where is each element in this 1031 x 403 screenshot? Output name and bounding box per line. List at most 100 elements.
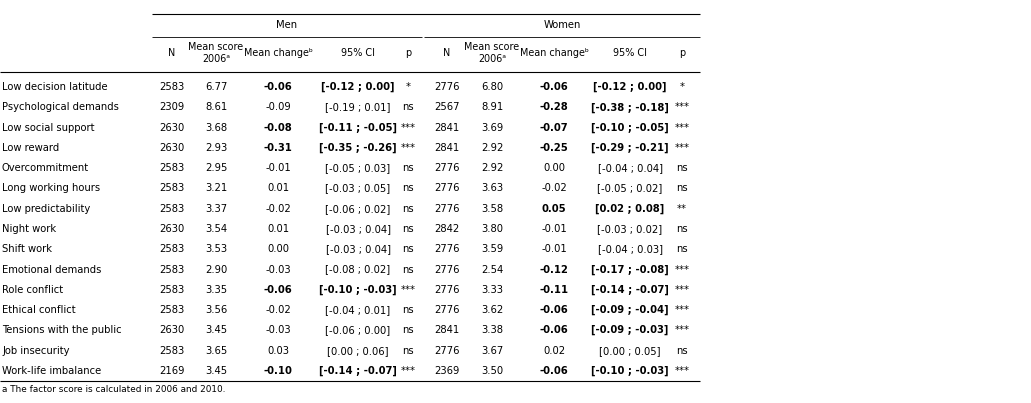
Text: 2.95: 2.95 — [205, 163, 227, 173]
Text: [-0.03 ; 0.04]: [-0.03 ; 0.04] — [326, 224, 391, 234]
Text: ns: ns — [402, 264, 413, 274]
Text: 8.61: 8.61 — [205, 102, 227, 112]
Text: 3.59: 3.59 — [480, 244, 503, 254]
Text: 2.90: 2.90 — [205, 264, 227, 274]
Text: 2583: 2583 — [160, 163, 185, 173]
Text: -0.06: -0.06 — [264, 82, 293, 92]
Text: [0.02 ; 0.08]: [0.02 ; 0.08] — [595, 204, 665, 214]
Text: [-0.35 ; -0.26]: [-0.35 ; -0.26] — [320, 143, 397, 153]
Text: 2776: 2776 — [434, 183, 460, 193]
Text: [-0.04 ; 0.03]: [-0.04 ; 0.03] — [598, 244, 663, 254]
Text: -0.08: -0.08 — [264, 123, 293, 133]
Text: -0.03: -0.03 — [265, 264, 291, 274]
Text: 2583: 2583 — [160, 82, 185, 92]
Text: 3.68: 3.68 — [205, 123, 227, 133]
Text: ns: ns — [402, 346, 413, 355]
Text: 2630: 2630 — [160, 123, 185, 133]
Text: *: * — [405, 82, 410, 92]
Text: ***: *** — [400, 143, 415, 153]
Text: [-0.09 ; -0.04]: [-0.09 ; -0.04] — [591, 305, 669, 315]
Text: [-0.06 ; 0.00]: [-0.06 ; 0.00] — [326, 325, 391, 335]
Text: Low decision latitude: Low decision latitude — [2, 82, 107, 92]
Text: Mean score
2006ᵃ: Mean score 2006ᵃ — [189, 42, 243, 64]
Text: 2630: 2630 — [160, 143, 185, 153]
Text: [-0.11 ; -0.05]: [-0.11 ; -0.05] — [319, 123, 397, 133]
Text: Low predictability: Low predictability — [2, 204, 91, 214]
Text: 3.67: 3.67 — [480, 346, 503, 355]
Text: ***: *** — [400, 123, 415, 133]
Text: ns: ns — [402, 305, 413, 315]
Text: 2776: 2776 — [434, 244, 460, 254]
Text: -0.09: -0.09 — [265, 102, 291, 112]
Text: -0.06: -0.06 — [539, 366, 568, 376]
Text: 2309: 2309 — [160, 102, 185, 112]
Text: 0.03: 0.03 — [267, 346, 289, 355]
Text: ***: *** — [400, 366, 415, 376]
Text: 3.21: 3.21 — [205, 183, 227, 193]
Text: [-0.19 ; 0.01]: [-0.19 ; 0.01] — [326, 102, 391, 112]
Text: 2583: 2583 — [160, 264, 185, 274]
Text: ns: ns — [402, 244, 413, 254]
Text: ns: ns — [402, 163, 413, 173]
Text: [0.00 ; 0.06]: [0.00 ; 0.06] — [327, 346, 389, 355]
Text: ns: ns — [402, 183, 413, 193]
Text: -0.28: -0.28 — [539, 102, 568, 112]
Text: Job insecurity: Job insecurity — [2, 346, 69, 355]
Text: 2630: 2630 — [160, 224, 185, 234]
Text: p: p — [405, 48, 411, 58]
Text: a The factor score is calculated in 2006 and 2010.: a The factor score is calculated in 2006… — [2, 386, 226, 395]
Text: 95% CI: 95% CI — [613, 48, 647, 58]
Text: 2776: 2776 — [434, 305, 460, 315]
Text: Mean score
2006ᵃ: Mean score 2006ᵃ — [464, 42, 520, 64]
Text: -0.02: -0.02 — [541, 183, 567, 193]
Text: Mean changeᵇ: Mean changeᵇ — [243, 48, 312, 58]
Text: 3.45: 3.45 — [205, 366, 227, 376]
Text: 2776: 2776 — [434, 285, 460, 295]
Text: -0.06: -0.06 — [264, 285, 293, 295]
Text: 95% CI: 95% CI — [341, 48, 375, 58]
Text: 2583: 2583 — [160, 183, 185, 193]
Text: [-0.09 ; -0.03]: [-0.09 ; -0.03] — [592, 325, 669, 335]
Text: -0.01: -0.01 — [541, 244, 567, 254]
Text: ***: *** — [400, 285, 415, 295]
Text: 2841: 2841 — [434, 123, 460, 133]
Text: [-0.12 ; 0.00]: [-0.12 ; 0.00] — [322, 82, 395, 92]
Text: [-0.06 ; 0.02]: [-0.06 ; 0.02] — [326, 204, 391, 214]
Text: [-0.14 ; -0.07]: [-0.14 ; -0.07] — [591, 285, 669, 295]
Text: ***: *** — [674, 325, 690, 335]
Text: 2776: 2776 — [434, 204, 460, 214]
Text: p: p — [679, 48, 685, 58]
Text: [-0.29 ; -0.21]: [-0.29 ; -0.21] — [591, 143, 669, 153]
Text: Men: Men — [276, 20, 298, 30]
Text: -0.01: -0.01 — [265, 163, 291, 173]
Text: 6.80: 6.80 — [480, 82, 503, 92]
Text: -0.07: -0.07 — [539, 123, 568, 133]
Text: Role conflict: Role conflict — [2, 285, 63, 295]
Text: 2776: 2776 — [434, 346, 460, 355]
Text: Work-life imbalance: Work-life imbalance — [2, 366, 101, 376]
Text: 3.58: 3.58 — [480, 204, 503, 214]
Text: 0.00: 0.00 — [267, 244, 289, 254]
Text: [-0.08 ; 0.02]: [-0.08 ; 0.02] — [326, 264, 391, 274]
Text: Shift work: Shift work — [2, 244, 52, 254]
Text: [-0.05 ; 0.03]: [-0.05 ; 0.03] — [326, 163, 391, 173]
Text: 2841: 2841 — [434, 325, 460, 335]
Text: 3.53: 3.53 — [205, 244, 227, 254]
Text: *: * — [679, 82, 685, 92]
Text: 0.05: 0.05 — [541, 204, 566, 214]
Text: [0.00 ; 0.05]: [0.00 ; 0.05] — [599, 346, 661, 355]
Text: ns: ns — [676, 183, 688, 193]
Text: [-0.03 ; 0.05]: [-0.03 ; 0.05] — [326, 183, 391, 193]
Text: 0.01: 0.01 — [267, 183, 289, 193]
Text: 2.92: 2.92 — [480, 143, 503, 153]
Text: N: N — [168, 48, 175, 58]
Text: 2369: 2369 — [434, 366, 460, 376]
Text: [-0.04 ; 0.04]: [-0.04 ; 0.04] — [598, 163, 663, 173]
Text: 2776: 2776 — [434, 82, 460, 92]
Text: Overcommitment: Overcommitment — [2, 163, 89, 173]
Text: 3.65: 3.65 — [205, 346, 227, 355]
Text: 3.33: 3.33 — [481, 285, 503, 295]
Text: 2583: 2583 — [160, 244, 185, 254]
Text: [-0.03 ; 0.02]: [-0.03 ; 0.02] — [597, 224, 663, 234]
Text: 8.91: 8.91 — [480, 102, 503, 112]
